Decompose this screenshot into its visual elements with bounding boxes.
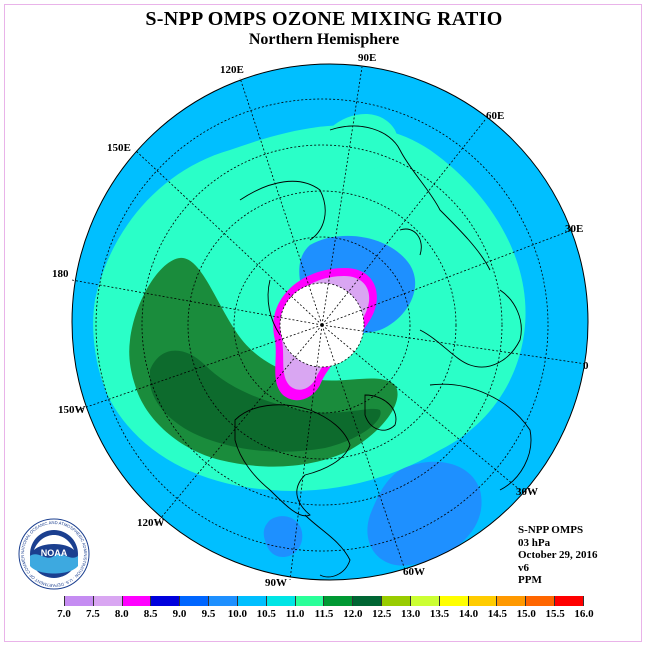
graticule	[71, 66, 587, 581]
colorbar-tick-label: 14.0	[458, 608, 479, 620]
colorbar-tick-label: 10.0	[227, 608, 247, 620]
lon-label-90e: 90E	[358, 52, 377, 64]
colorbar-cell	[180, 596, 210, 606]
lon-label-60w: 60W	[403, 566, 425, 578]
lon-label-150e: 150E	[107, 142, 131, 154]
colorbar-cell	[266, 596, 296, 606]
colorbar-cell	[555, 596, 584, 606]
colorbar-cell	[151, 596, 181, 606]
colorbar-cell	[324, 596, 354, 606]
colorbar-tick-label: 8.0	[114, 608, 129, 620]
logo-center-text: NOAA	[41, 548, 68, 558]
colorbar-tick-label: 9.5	[201, 608, 216, 620]
info-instrument: S-NPP OMPS	[518, 524, 584, 536]
colorbar-tick-label: 13.0	[401, 608, 421, 620]
colorbar-tick-label: 12.5	[372, 608, 392, 620]
colorbar-labels: 7.0 7.5 8.0 8.5 9.0 9.5 10.0 10.5 11.0 11.5 12.0 12…	[0, 608, 648, 622]
lon-label-60e: 60E	[486, 110, 505, 122]
info-version: v6	[518, 561, 529, 574]
colorbar-cell	[122, 596, 152, 606]
colorbar-cell	[64, 596, 94, 606]
lon-label-180: 180	[52, 268, 69, 280]
colorbar-tick-label: 11.0	[285, 608, 305, 620]
colorbar-tick-label: 12.0	[343, 608, 363, 620]
coastlines	[234, 125, 532, 578]
colorbar-tick-label: 10.5	[256, 608, 276, 620]
page-frame	[4, 4, 642, 642]
colorbar-cell	[237, 596, 267, 606]
colorbar-cell	[382, 596, 411, 606]
lon-label-150w: 150W	[58, 404, 86, 416]
lon-label-0: 0	[583, 360, 589, 372]
colorbar-cell	[295, 596, 325, 606]
colorbar-tick-label: 13.5	[429, 608, 450, 620]
colorbar-tick-label: 7.0	[57, 608, 71, 620]
colorbar-tick-label: 14.5	[487, 608, 507, 620]
info-pressure: 03 hPa	[518, 536, 551, 549]
lon-label-30w: 30W	[516, 486, 538, 498]
colorbar-cell	[497, 596, 527, 606]
colorbar-cell	[93, 596, 123, 606]
colorbar-tick-label: 16.0	[574, 608, 594, 620]
lon-label-120e: 120E	[220, 64, 244, 76]
lon-label-90w: 90W	[265, 577, 287, 589]
lon-label-30e: 30E	[565, 223, 584, 235]
hemisphere-boundary	[71, 63, 589, 581]
colorbar-tick-label: 7.5	[86, 608, 100, 620]
colorbar-tick-label: 15.0	[516, 608, 536, 620]
colorbar-tick-label: 9.0	[172, 608, 187, 620]
map-subtitle: Northern Hemisphere	[248, 31, 400, 48]
info-units: PPM	[518, 574, 542, 586]
colorbar-tick-label: 11.5	[314, 608, 334, 620]
colorbar	[64, 596, 584, 606]
colorbar-tick-label: 15.5	[545, 608, 565, 620]
map-title: S-NPP OMPS OZONE MIXING RATIO	[145, 8, 503, 30]
colorbar-cell	[209, 596, 238, 606]
colorbar-cell	[410, 596, 440, 606]
colorbar-cell	[468, 596, 498, 606]
colorbar-cell	[526, 596, 556, 606]
colorbar-cell	[439, 596, 469, 606]
colorbar-tick-label: 8.5	[143, 608, 158, 620]
noaa-logo: NOAA NATIONAL OCEANIC AND ATMOSPHERIC AD…	[18, 518, 90, 590]
colorbar-cell	[353, 596, 383, 606]
lon-label-120w: 120W	[137, 517, 165, 529]
info-block: S-NPP OMPS 03 hPa October 29, 2016 v6 PP…	[518, 524, 598, 587]
info-date: October 29, 2016	[518, 549, 598, 561]
